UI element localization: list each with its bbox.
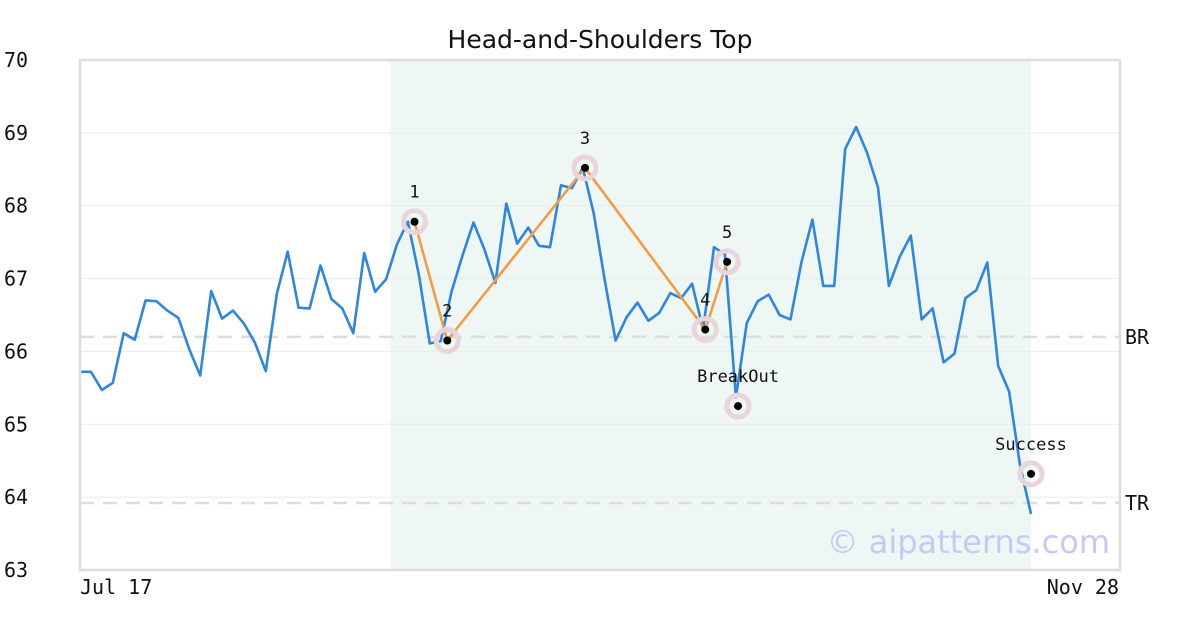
marker-dot-breakout	[734, 402, 743, 411]
level-label-br: BR	[1125, 325, 1150, 349]
price-series-line	[80, 125, 1033, 515]
watermark: © aipatterns.com	[827, 523, 1110, 561]
grid	[80, 132, 1120, 498]
y-tick-label: 67	[4, 267, 28, 291]
marker-dot-3	[581, 163, 590, 172]
marker-halo-4	[691, 316, 719, 344]
level-lines	[80, 335, 1120, 505]
marker-halo-3	[571, 154, 599, 182]
marker-dot-1	[410, 217, 419, 226]
y-tick-label: 70	[4, 48, 28, 72]
y-tick-label: 68	[4, 194, 28, 218]
y-tick-label: 63	[4, 558, 28, 582]
marker-halo-success	[1017, 460, 1045, 488]
point-label-breakout: BreakOut	[697, 367, 779, 387]
point-label-success: Success	[995, 435, 1067, 455]
marker-halo-2	[433, 327, 461, 354]
point-label-2: 2	[442, 302, 452, 322]
x-tick-start: Jul 17	[80, 575, 152, 599]
y-tick-label: 69	[4, 121, 28, 145]
marker-dot-success	[1027, 469, 1035, 478]
marker-dot-4	[701, 325, 710, 334]
point-label-4: 4	[700, 291, 710, 311]
level-label-tr: TR	[1125, 491, 1150, 515]
y-tick-label: 65	[4, 412, 28, 436]
point-label-3: 3	[580, 129, 590, 149]
marker-halo-1	[400, 208, 428, 236]
plot-frame	[78, 58, 1122, 572]
chart-title: Head-and-Shoulders Top	[448, 25, 753, 54]
x-tick-end: Nov 28	[1047, 575, 1119, 599]
y-tick-label: 64	[4, 485, 28, 509]
point-label-1: 1	[409, 183, 419, 203]
point-label-5: 5	[722, 223, 732, 243]
marker-halo-5	[713, 248, 741, 276]
marker-halo-breakout	[724, 392, 752, 420]
marker-dot-5	[723, 257, 732, 266]
marker-dot-2	[443, 336, 452, 345]
y-tick-label: 66	[4, 339, 28, 363]
pattern-markers	[400, 154, 1045, 488]
y-axis-ticks: 63 64 65 66 67 68 69 70	[4, 48, 28, 582]
